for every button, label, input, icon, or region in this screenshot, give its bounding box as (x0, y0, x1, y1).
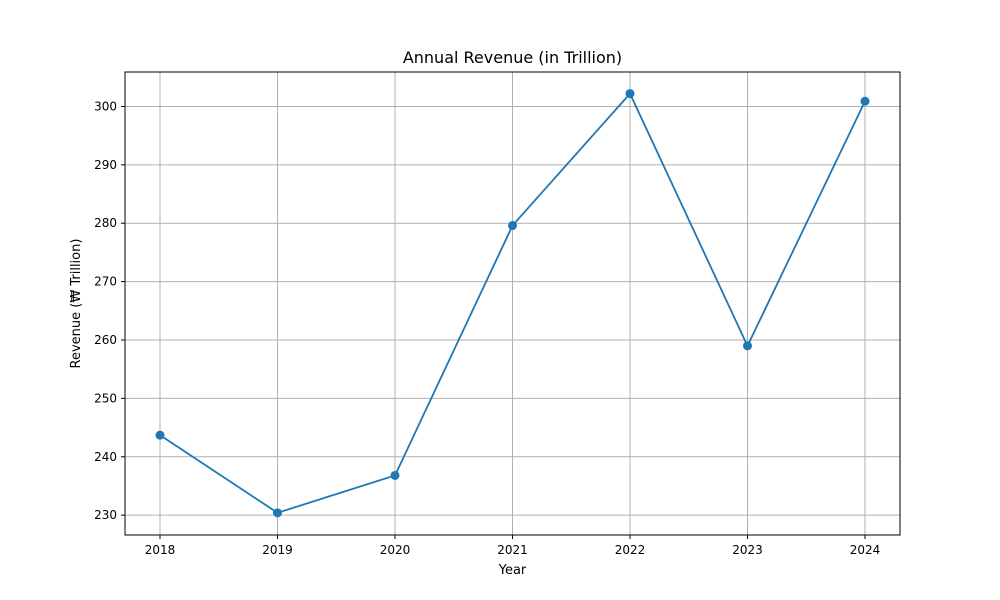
y-tick-label: 270 (94, 275, 117, 289)
data-point (273, 508, 282, 518)
x-tick-label: 2018 (145, 543, 176, 557)
data-point (743, 341, 752, 351)
y-tick-label: 280 (94, 216, 117, 230)
data-point (155, 430, 165, 440)
y-tick-label: 260 (94, 333, 117, 347)
y-tick-label: 250 (94, 391, 117, 405)
data-point (390, 470, 400, 480)
x-tick-label: 2023 (732, 543, 763, 557)
x-tick-label: 2022 (615, 543, 646, 557)
y-axis-label: Revenue (₩ Trillion) (69, 239, 84, 369)
x-axis-label: Year (498, 563, 527, 578)
data-point (625, 89, 635, 99)
chart-title: Annual Revenue (in Trillion) (403, 48, 622, 67)
grid (125, 72, 900, 535)
x-tick-label: 2021 (497, 543, 528, 557)
y-tick-label: 290 (94, 158, 117, 172)
x-tick-label: 2019 (262, 543, 293, 557)
axis-ticks: 2018 2019 2020 2021 2022 2023 2024 230 240 250 260… (94, 99, 880, 557)
x-tick-label: 2024 (850, 543, 881, 557)
x-tick-label: 2020 (380, 543, 411, 557)
y-tick-label: 230 (94, 508, 117, 522)
data-point (860, 96, 870, 106)
y-tick-label: 300 (94, 99, 117, 113)
data-point (508, 221, 517, 231)
y-tick-label: 240 (94, 450, 117, 464)
series-layer (155, 89, 870, 518)
